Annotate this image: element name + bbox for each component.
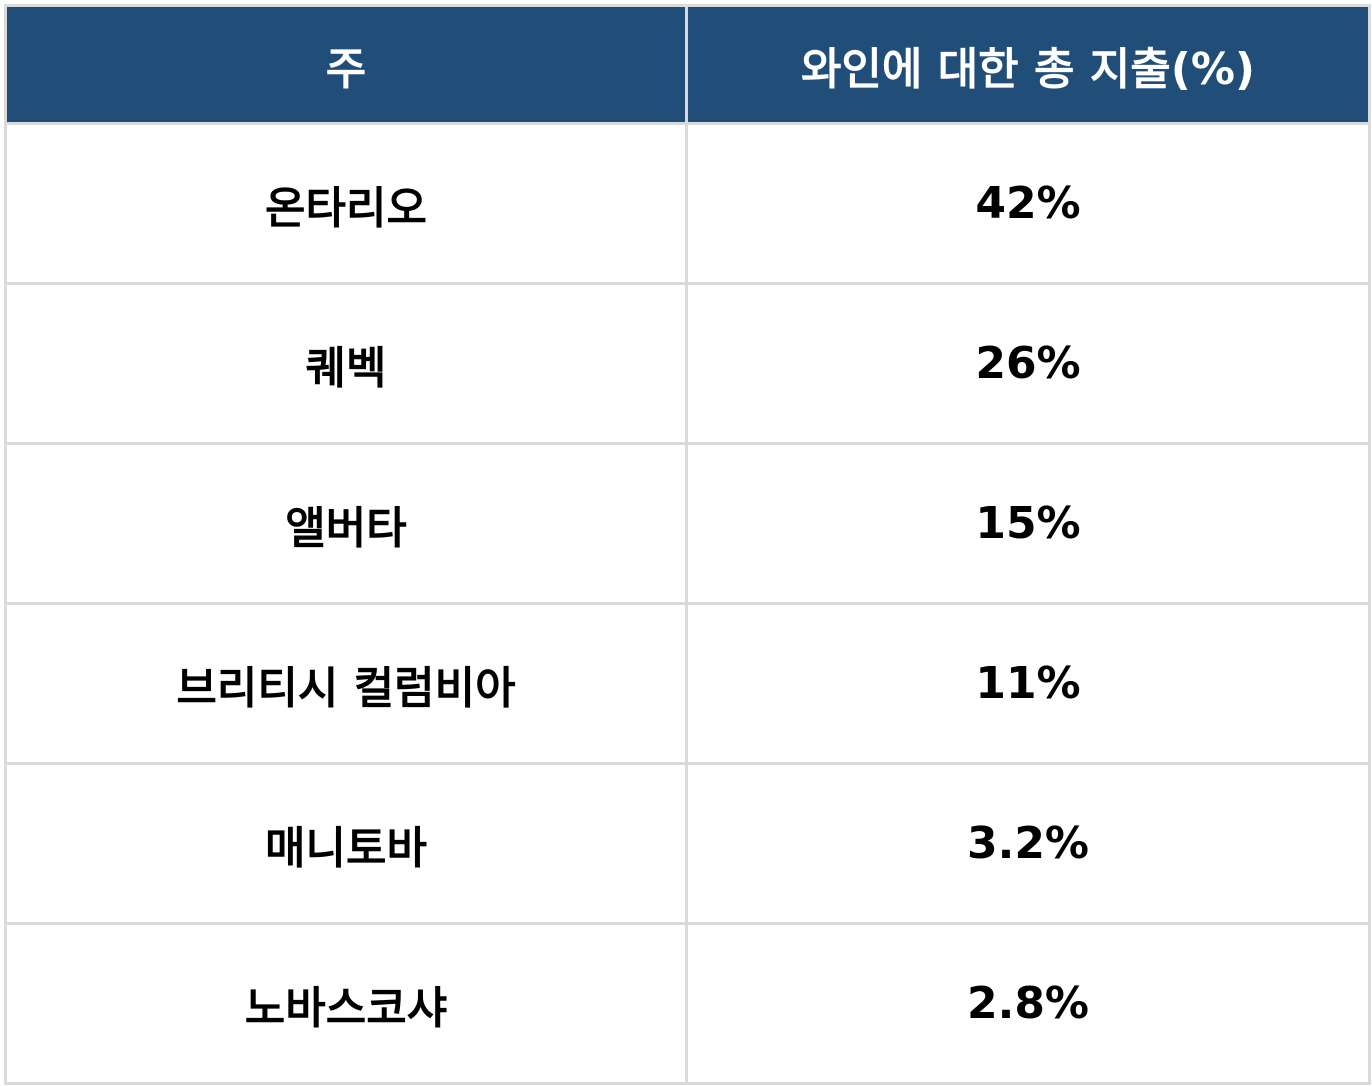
cell-province: 노바스코샤 (4, 922, 688, 1085)
table-row: 브리티시 컬럼비아 11% (4, 602, 1371, 765)
table-row: 매니토바 3.2% (4, 762, 1371, 925)
table-row: 앨버타 15% (4, 442, 1371, 605)
cell-spending: 15% (685, 442, 1371, 605)
cell-province: 퀘벡 (4, 282, 688, 445)
cell-spending: 42% (685, 122, 1371, 285)
column-header-province: 주 (4, 4, 688, 125)
cell-spending: 26% (685, 282, 1371, 445)
cell-province: 온타리오 (4, 122, 688, 285)
cell-province: 앨버타 (4, 442, 688, 605)
table-header: 주 와인에 대한 총 지출(%) (4, 4, 1371, 125)
cell-province: 브리티시 컬럼비아 (4, 602, 688, 765)
cell-spending: 3.2% (685, 762, 1371, 925)
header-row: 주 와인에 대한 총 지출(%) (4, 4, 1371, 125)
table-row: 퀘벡 26% (4, 282, 1371, 445)
column-header-wine-spending: 와인에 대한 총 지출(%) (685, 4, 1371, 125)
table-row: 노바스코샤 2.8% (4, 922, 1371, 1085)
data-table-container: 주 와인에 대한 총 지출(%) 온타리오 42% 퀘벡 26% 앨버타 15%… (4, 4, 1371, 1085)
cell-spending: 2.8% (685, 922, 1371, 1085)
table-body: 온타리오 42% 퀘벡 26% 앨버타 15% 브리티시 컬럼비아 11% 매니… (4, 122, 1371, 1085)
cell-province: 매니토바 (4, 762, 688, 925)
table-row: 온타리오 42% (4, 122, 1371, 285)
data-table: 주 와인에 대한 총 지출(%) 온타리오 42% 퀘벡 26% 앨버타 15%… (4, 4, 1371, 1085)
cell-spending: 11% (685, 602, 1371, 765)
